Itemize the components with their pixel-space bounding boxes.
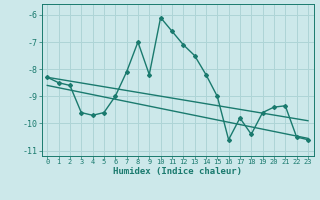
X-axis label: Humidex (Indice chaleur): Humidex (Indice chaleur): [113, 167, 242, 176]
